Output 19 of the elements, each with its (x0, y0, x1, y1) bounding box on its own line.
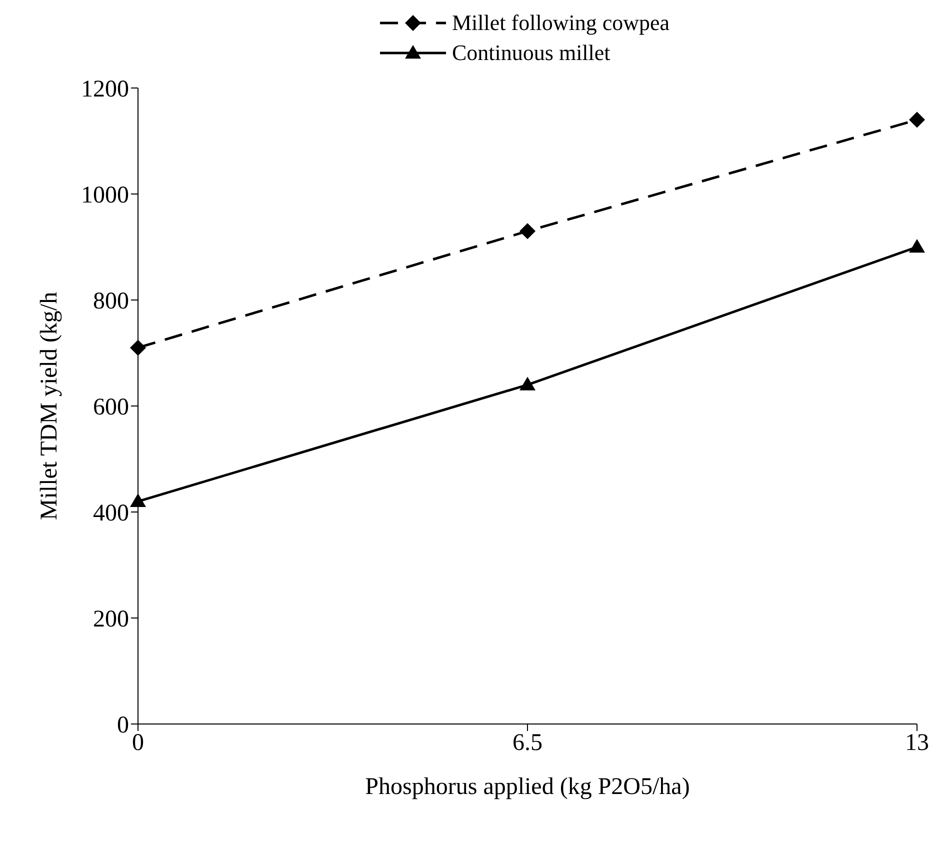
y-tick-label: 200 (93, 606, 129, 633)
y-axis-title: Millet TDM yield (kg/h (36, 292, 63, 520)
y-tick-label: 1200 (81, 76, 129, 103)
y-tick-label: 400 (93, 500, 129, 527)
y-tick-label: 1000 (81, 182, 129, 209)
point (520, 223, 536, 240)
point (909, 239, 925, 253)
x-tick-label: 13 (905, 730, 929, 756)
y-tick-label: 800 (93, 288, 129, 315)
x-tick-label: 6.5 (512, 730, 542, 756)
legend-label: Millet following cowpea (452, 10, 670, 36)
point (130, 493, 146, 507)
y-tick-label: 600 (93, 394, 129, 421)
point (909, 112, 925, 128)
legend-label: Continuous millet (452, 40, 610, 66)
y-tick-label: 0 (117, 712, 129, 739)
point (520, 376, 536, 390)
x-axis-title: Phosphorus applied (kg P2O5/ha) (365, 774, 690, 800)
point (130, 340, 146, 356)
